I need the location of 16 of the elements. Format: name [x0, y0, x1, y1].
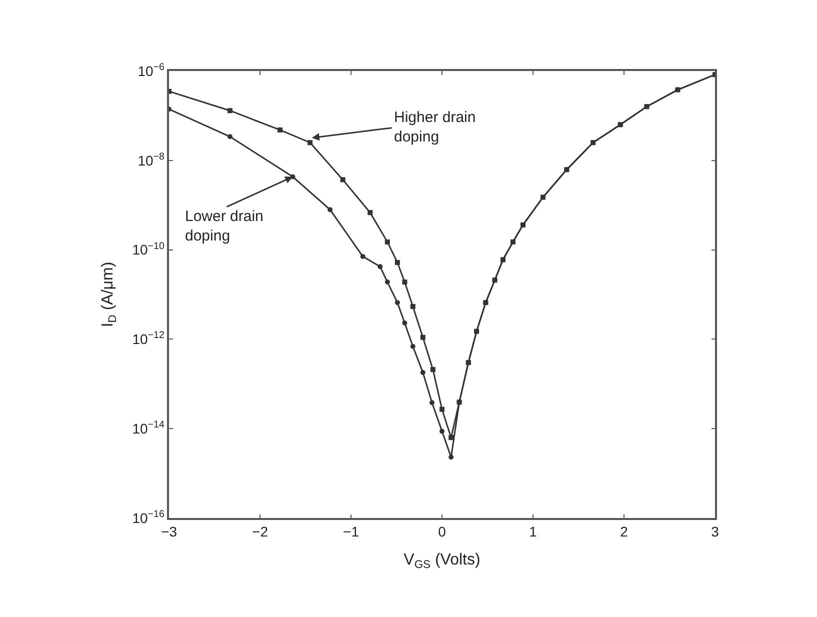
x-tick-label: −1: [343, 524, 360, 540]
annotation: Higher drain doping: [394, 109, 476, 146]
x-tick-label: −2: [252, 524, 268, 540]
x-tick-label: −3: [161, 524, 178, 540]
y-tick-label: 10$^{−6}$: [138, 62, 165, 79]
x-tick-label: 1: [529, 524, 538, 540]
x-tick-label: 3: [711, 524, 720, 540]
y-tick-label: 10$^{−14}$: [132, 420, 165, 436]
annotation: Lower drain doping: [185, 208, 264, 244]
x-tick-label: 0: [438, 524, 446, 540]
y-tick-label: 10$^{−10}$: [132, 240, 165, 258]
y-tick-label: 10$^{−12}$: [132, 330, 164, 348]
x-tick-label: 2: [620, 524, 628, 540]
y-tick-label: 10$^{−16}$: [132, 509, 165, 526]
x-axis-title: V$_{GS}$ (Volts): [404, 552, 480, 572]
y-tick-label: 10$^{−8}$: [138, 151, 165, 168]
